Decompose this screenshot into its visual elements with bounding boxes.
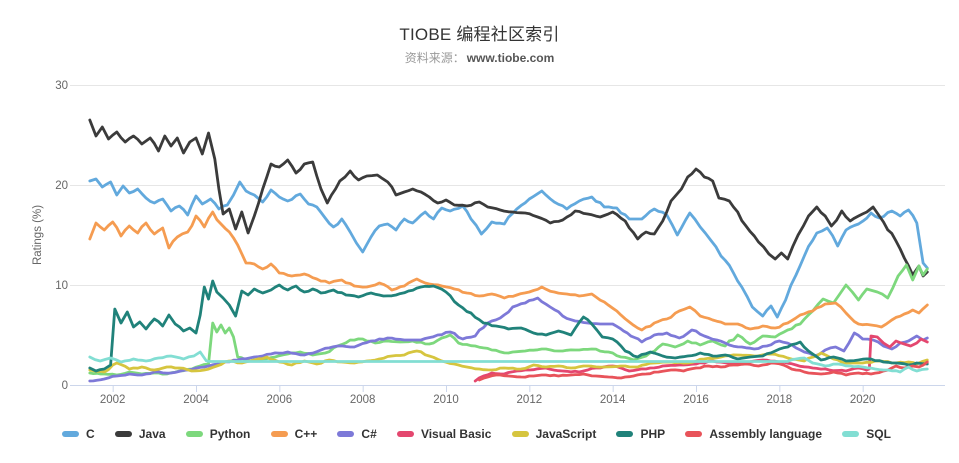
legend-label-sql: SQL <box>866 427 891 441</box>
x-tick-label-2018: 2018 <box>767 394 793 406</box>
series-line-php[interactable] <box>88 279 929 373</box>
y-tick-label-30: 30 <box>55 80 68 92</box>
legend-item-visual-basic[interactable]: Visual Basic <box>396 427 492 441</box>
x-tick-label-2004: 2004 <box>183 394 209 406</box>
legend-label-cpp: C++ <box>294 427 318 441</box>
legend-swatch-python <box>185 431 203 437</box>
legend-swatch-sql <box>842 431 860 437</box>
legend-label-assembly-language: Assembly language <box>709 427 823 441</box>
series-line-java[interactable] <box>88 118 929 278</box>
legend-item-cpp[interactable]: C++ <box>270 427 318 441</box>
legend-label-python: Python <box>209 427 251 441</box>
y-tick-label-10: 10 <box>55 280 68 292</box>
chart-subtitle: 资料来源： www.tiobe.com <box>0 49 959 66</box>
source-label: 资料来源： <box>404 51 465 65</box>
legend-item-csharp[interactable]: C# <box>337 427 377 441</box>
y-tick-label-20: 20 <box>55 180 68 192</box>
legend-item-javascript[interactable]: JavaScript <box>511 427 597 441</box>
legend-label-csharp: C# <box>361 427 377 441</box>
x-tick-label-2008: 2008 <box>350 394 376 406</box>
y-tick-label-0: 0 <box>62 380 68 392</box>
legend-item-c[interactable]: C <box>62 427 95 441</box>
x-tick-label-2016: 2016 <box>683 394 709 406</box>
x-tick-label-2006: 2006 <box>267 394 293 406</box>
legend-label-javascript: JavaScript <box>535 427 597 441</box>
legend-label-java: Java <box>138 427 166 441</box>
series-line-cpp[interactable] <box>88 210 929 332</box>
x-tick-label-2014: 2014 <box>600 394 626 406</box>
source-link[interactable]: www.tiobe.com <box>466 51 555 65</box>
legend-label-visual-basic: Visual Basic <box>420 427 492 441</box>
x-tick-label-2010: 2010 <box>433 394 459 406</box>
legend-swatch-c <box>62 431 79 437</box>
legend-item-assembly-language[interactable]: Assembly language <box>685 427 822 441</box>
legend-swatch-php <box>616 431 634 437</box>
series-line-sql[interactable] <box>88 350 929 374</box>
series-line-python[interactable] <box>88 263 929 377</box>
legend-swatch-assembly-language <box>685 431 703 437</box>
legend-item-python[interactable]: Python <box>185 427 251 441</box>
legend-swatch-visual-basic <box>396 431 414 437</box>
legend-item-sql[interactable]: SQL <box>842 427 891 441</box>
series-line-c[interactable] <box>88 177 929 319</box>
chart-title: TIOBE 编程社区索引 <box>399 25 560 44</box>
legend-swatch-javascript <box>511 431 529 437</box>
x-tick-label-2012: 2012 <box>517 394 543 406</box>
legend-item-php[interactable]: PHP <box>616 427 665 441</box>
legend-swatch-java <box>114 431 132 437</box>
legend: C Java Python C++ C# Visual Basic JavaScript PH… <box>62 427 891 441</box>
legend-swatch-cpp <box>270 431 288 437</box>
x-tick-label-2020: 2020 <box>850 394 876 406</box>
y-axis-title: Ratings (%) <box>32 205 44 265</box>
legend-label-c: C <box>86 427 95 441</box>
legend-item-java[interactable]: Java <box>114 427 166 441</box>
legend-label-php: PHP <box>640 427 666 441</box>
series-line-visual-basic[interactable] <box>473 334 929 383</box>
series-line-assembly-language[interactable] <box>477 360 929 382</box>
x-tick-label-2002: 2002 <box>100 394 126 406</box>
legend-swatch-csharp <box>337 431 355 437</box>
